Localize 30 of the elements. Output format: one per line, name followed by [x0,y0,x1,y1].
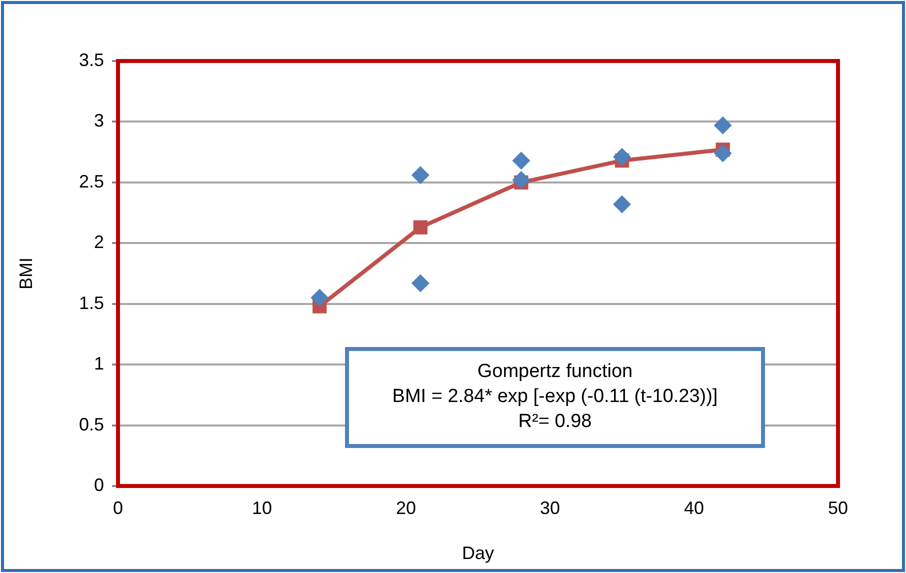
point [512,171,530,189]
y-tick-label: 2.5 [78,171,104,192]
point [413,220,428,234]
y-axis-title: BMI [16,257,36,290]
x-axis-title: Day [462,543,494,564]
y-tick-label: 3.5 [78,50,104,70]
annotation: R²= 0.98 [517,410,593,434]
point [613,148,631,166]
y-tick-label: 2 [94,232,104,252]
x-tick-label: 40 [684,498,704,518]
x-tick-label: 0 [112,498,124,518]
y-tick-label: 1 [94,354,104,374]
y-tick-label: 0 [94,474,104,495]
point [613,195,631,214]
point [310,288,329,307]
point [411,166,430,184]
annotation: BMI = 2.84* exp [-exp (-0.11 (t-10.23))] [391,385,719,409]
y-tick-label: 1.5 [78,292,104,313]
annotation: Gompertz function [476,360,634,384]
x-tick-label: 10 [252,498,272,518]
x-tick-label: 50 [828,498,848,518]
y-tick-label: 3 [94,110,104,131]
x-tick-label: 30 [540,498,560,518]
point [714,144,732,162]
point [512,152,530,170]
text-box: Gompertz function BMI = 2.84* exp [-exp (-0.11 (t-10.23))] R²= 0.98 [345,347,765,448]
y-tick-label: 0.5 [78,414,104,434]
point [411,274,430,292]
x-tick-label: 20 [396,498,416,518]
point [714,116,732,134]
